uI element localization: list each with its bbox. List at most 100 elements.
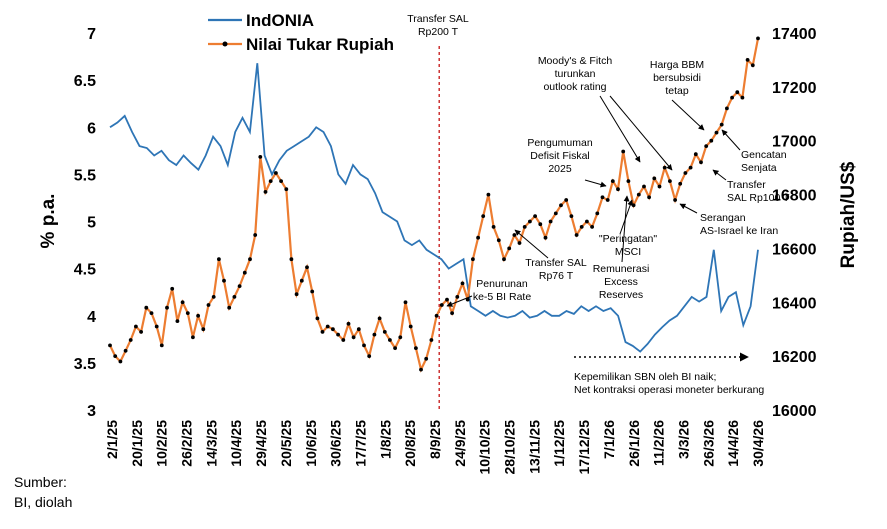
y-left-tick-label: 4 <box>87 309 96 326</box>
legend-label-rupiah: Nilai Tukar Rupiah <box>246 35 394 54</box>
data-point-rupiah <box>735 90 740 95</box>
series-line-rupiah <box>109 38 760 373</box>
data-point-rupiah <box>548 219 553 224</box>
annotation-line: Kepemilikan SBN oleh BI naik; <box>574 371 716 383</box>
annotation: Transfer SAL Rp76 T <box>525 257 587 282</box>
annotation-arrow <box>619 199 634 235</box>
x-tick-label: 10/4/25 <box>228 420 244 467</box>
data-point-rupiah <box>356 327 361 332</box>
data-point-rupiah <box>496 238 501 243</box>
data-point-rupiah <box>382 330 387 334</box>
y-left-tick-label: 3.5 <box>74 356 96 373</box>
data-point-rupiah <box>159 343 164 348</box>
data-point-rupiah <box>279 179 283 184</box>
data-point-rupiah <box>709 138 714 143</box>
data-point-rupiah <box>610 179 615 184</box>
annotation-line: Excess <box>604 276 638 288</box>
data-point-rupiah <box>533 214 537 219</box>
data-point-rupiah <box>191 335 195 340</box>
x-tick-label: 10/10/25 <box>477 420 493 475</box>
data-point-rupiah <box>616 187 620 192</box>
data-point-rupiah <box>362 343 366 348</box>
data-point-rupiah <box>714 130 719 135</box>
annotation-line: bersubsidi <box>653 72 701 84</box>
data-point-rupiah <box>128 338 133 342</box>
annotation-arrow <box>679 203 698 214</box>
data-point-rupiah <box>222 278 226 283</box>
data-point-rupiah <box>507 246 512 251</box>
y-left-ticks: 3 3.5 4 4.5 5 5.5 6 6.5 7 <box>74 26 96 420</box>
y-left-tick-label: 5.5 <box>74 167 96 184</box>
annotation: Pengumuman Defisit Fiskal 2025 <box>527 137 593 175</box>
y-left-tick-label: 6 <box>87 120 96 137</box>
data-point-rupiah <box>310 289 315 294</box>
data-point-rupiah <box>460 281 465 286</box>
annotation: Harga BBM bersubsidi tetap <box>650 59 704 97</box>
source-value: BI, diolah <box>14 494 73 510</box>
x-tick-label: 20/1/25 <box>129 420 145 467</box>
data-point-rupiah <box>636 192 641 197</box>
data-point-rupiah <box>118 359 123 364</box>
annotation-line: Pengumuman <box>527 137 593 149</box>
data-point-rupiah <box>408 324 413 329</box>
data-point-rupiah <box>522 225 527 229</box>
data-point-rupiah <box>346 321 351 326</box>
data-point-rupiah <box>268 179 273 184</box>
data-point-rupiah <box>325 324 330 329</box>
data-point-rupiah <box>486 192 491 197</box>
x-tick-label: 30/6/25 <box>328 420 344 467</box>
annotation: Serangan AS-Israel ke Iran <box>700 212 778 237</box>
data-point-rupiah <box>538 222 543 227</box>
x-tick-label: 13/11/25 <box>526 420 542 474</box>
x-tick-label: 1/12/25 <box>551 420 567 467</box>
data-point-rupiah <box>434 313 439 318</box>
y-right-tick-label: 17000 <box>772 134 817 151</box>
annotation-line: Harga BBM <box>650 59 704 71</box>
x-tick-label: 8/9/25 <box>427 420 443 459</box>
legend: IndONIA Nilai Tukar Rupiah <box>208 11 394 54</box>
data-point-rupiah <box>553 211 558 216</box>
data-point-rupiah <box>491 225 496 229</box>
annotation: Gencatan Senjata <box>741 149 787 174</box>
x-tick-label: 10/6/25 <box>303 420 319 467</box>
annotation-line: SAL Rp100 T <box>727 192 790 204</box>
data-point-rupiah <box>688 165 693 170</box>
data-point-rupiah <box>393 346 397 350</box>
data-point-rupiah <box>227 305 232 310</box>
x-tick-label: 26/3/26 <box>700 420 716 467</box>
data-point-rupiah <box>631 203 636 208</box>
data-point-rupiah <box>678 181 683 186</box>
annotation-arrow <box>514 229 549 259</box>
annotation-line: outlook rating <box>543 81 606 93</box>
data-point-rupiah <box>455 295 460 299</box>
data-point-rupiah <box>465 297 470 302</box>
data-point-rupiah <box>217 257 221 262</box>
data-point-rupiah <box>351 335 356 340</box>
data-point-rupiah <box>175 319 180 323</box>
data-point-rupiah <box>253 233 258 237</box>
annotation-line: Serangan <box>700 212 746 224</box>
annotation-line: "Peringatan" <box>599 233 658 245</box>
x-tick-label: 26/2/25 <box>179 420 195 467</box>
annotation-line: 2025 <box>548 163 572 175</box>
data-point-rupiah <box>445 297 449 302</box>
data-point-rupiah <box>258 155 263 159</box>
series-line-indonia <box>109 63 759 353</box>
data-point-rupiah <box>196 313 201 318</box>
data-point-rupiah <box>165 305 169 310</box>
data-point-rupiah <box>113 354 118 358</box>
data-point-rupiah <box>294 292 299 297</box>
data-point-rupiah <box>315 316 320 321</box>
data-point-rupiah <box>704 144 709 149</box>
data-point-rupiah <box>403 300 408 305</box>
data-point-rupiah <box>429 338 434 342</box>
x-tick-label: 3/3/26 <box>675 420 691 459</box>
x-tick-label: 17/7/25 <box>352 420 368 467</box>
annotation: Transfer SAL Rp200 T <box>407 13 469 38</box>
y-left-tick-label: 7 <box>87 26 96 43</box>
data-point-rupiah <box>476 235 480 240</box>
data-point-rupiah <box>248 257 252 262</box>
data-point-rupiah <box>564 198 569 202</box>
data-point-rupiah <box>336 332 340 337</box>
data-point-rupiah <box>398 335 403 340</box>
